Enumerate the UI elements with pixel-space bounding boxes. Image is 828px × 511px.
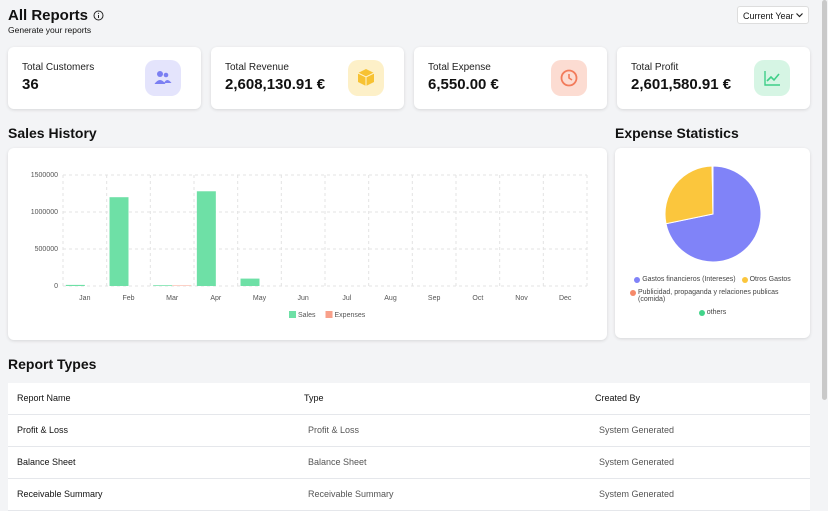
- x-tick-label: Jul: [342, 295, 351, 302]
- kpi-label: Total Expense: [428, 62, 491, 73]
- pie-slice: [665, 166, 713, 224]
- column-header: Created By: [595, 383, 640, 413]
- legend-item: Otros Gastos: [742, 276, 791, 283]
- kpi-card: Total Expense 6,550.00 €: [414, 47, 607, 109]
- legend-item: Gastos financieros (Intereses): [634, 276, 735, 283]
- legend-label: Expenses: [335, 312, 366, 319]
- kpi-icon: [551, 60, 587, 96]
- kpi-icon: [754, 60, 790, 96]
- legend-dot: [630, 290, 636, 296]
- legend-dot: [699, 310, 705, 316]
- bar: [241, 279, 260, 286]
- section-title: Report Types: [8, 356, 96, 372]
- bar: [110, 197, 129, 286]
- kpi-label: Total Revenue: [225, 62, 289, 73]
- table-cell: Profit & Loss: [17, 415, 68, 445]
- table-row[interactable]: Profit & Loss Profit & Loss System Generat…: [8, 415, 810, 447]
- section-title: Expense Statistics: [615, 125, 739, 141]
- kpi-label: Total Profit: [631, 62, 678, 73]
- kpi-value: 6,550.00 €: [428, 76, 499, 93]
- legend-label: others: [707, 309, 726, 316]
- x-tick-label: Oct: [472, 295, 483, 302]
- dropdown-label: Current Year: [743, 11, 794, 21]
- column-header: Type: [304, 383, 324, 413]
- x-tick-label: Mar: [166, 295, 179, 302]
- page-title: All Reports: [8, 7, 88, 24]
- table-row[interactable]: Balance Sheet Balance Sheet System Generat…: [8, 447, 810, 479]
- legend-dot: [742, 277, 748, 283]
- x-tick-label: May: [253, 295, 267, 302]
- expense-chart: [615, 148, 810, 273]
- table-cell: Receivable Summary: [17, 479, 103, 509]
- y-tick-label: 0: [54, 283, 58, 290]
- x-tick-label: Jun: [298, 295, 309, 302]
- column-header: Report Name: [17, 383, 71, 413]
- info-icon[interactable]: [93, 10, 104, 21]
- kpi-value: 2,608,130.91 €: [225, 76, 325, 93]
- kpi-icon: [145, 60, 181, 96]
- legend: Gastos financieros (Intereses) Otros Gast…: [625, 276, 800, 316]
- table-cell: System Generated: [599, 415, 674, 445]
- table-cell: Profit & Loss: [308, 415, 359, 445]
- x-tick-label: Apr: [210, 295, 222, 302]
- table-cell: Receivable Summary: [308, 479, 394, 509]
- legend-swatch: [326, 311, 333, 318]
- kpi-label: Total Customers: [22, 62, 94, 73]
- legend-item: others: [699, 309, 726, 316]
- icon-glyph: [754, 60, 790, 96]
- kpi-icon: [348, 60, 384, 96]
- bar: [197, 191, 216, 286]
- kpi-value: 2,601,580.91 €: [631, 76, 731, 93]
- table-row[interactable]: Receivable Summary Receivable Summary Syst…: [8, 479, 810, 511]
- x-tick-label: Feb: [122, 295, 134, 302]
- chevron: [796, 13, 803, 18]
- legend-label: Gastos financieros (Intereses): [642, 276, 735, 283]
- x-tick-label: Jan: [79, 295, 90, 302]
- legend-item: Publicidad, propaganda y relaciones publ…: [630, 289, 795, 303]
- legend-label: Sales: [298, 312, 316, 319]
- x-tick-label: Sep: [428, 295, 441, 302]
- x-tick-label: Dec: [559, 295, 572, 302]
- table-cell: Balance Sheet: [17, 447, 76, 477]
- legend-swatch: [289, 311, 296, 318]
- scrollbar[interactable]: [822, 0, 827, 400]
- kpi-card: Total Customers 36: [8, 47, 201, 109]
- kpi-value: 36: [22, 76, 39, 93]
- x-tick-label: Nov: [515, 295, 528, 302]
- table-header: Report Name Type Created By: [8, 383, 810, 415]
- icon-glyph: [145, 60, 181, 96]
- page-subtitle: Generate your reports: [8, 25, 91, 35]
- period-dropdown[interactable]: Current Year: [737, 6, 809, 24]
- section-title: Sales History: [8, 125, 97, 141]
- legend-label: Otros Gastos: [750, 276, 791, 283]
- kpi-card: Total Revenue 2,608,130.91 €: [211, 47, 404, 109]
- legend-label: Publicidad, propaganda y relaciones publ…: [638, 289, 795, 303]
- y-tick-label: 1000000: [31, 209, 58, 216]
- sales-chart: 0 500000 1000000 1500000 Jan Feb Mar Apr May Jun J…: [8, 148, 607, 340]
- expense-card: Gastos financieros (Intereses) Otros Gast…: [615, 148, 810, 338]
- bar: [66, 285, 85, 286]
- y-tick-label: 500000: [35, 246, 58, 253]
- x-tick-label: Aug: [384, 295, 397, 302]
- icon-glyph: [348, 60, 384, 96]
- y-tick-label: 1500000: [31, 172, 58, 179]
- legend-dot: [634, 277, 640, 283]
- kpi-card: Total Profit 2,601,580.91 €: [617, 47, 810, 109]
- icon-glyph: [551, 60, 587, 96]
- table-cell: System Generated: [599, 479, 674, 509]
- table-cell: Balance Sheet: [308, 447, 367, 477]
- bar: [153, 285, 172, 286]
- sales-card: 0 500000 1000000 1500000 Jan Feb Mar Apr May Jun J…: [8, 148, 607, 340]
- table-cell: System Generated: [599, 447, 674, 477]
